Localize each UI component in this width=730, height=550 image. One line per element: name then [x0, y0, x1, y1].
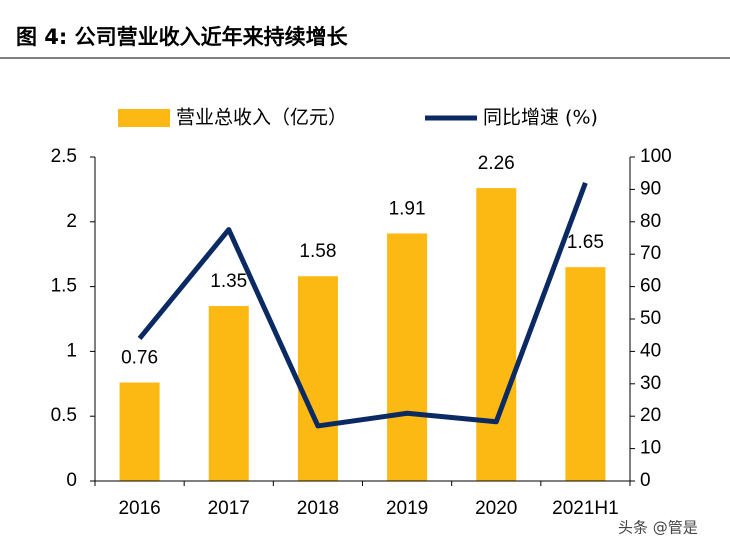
y2-tick-label: 50 [640, 308, 661, 329]
y-tick-label: 0.5 [51, 405, 77, 426]
bar [476, 188, 517, 481]
x-tick-label: 2016 [118, 498, 160, 519]
y2-tick-label: 60 [640, 276, 661, 297]
y-tick-label: 2 [66, 211, 77, 232]
chart-title: 图 4: 公司营业收入近年来持续增长 [16, 25, 349, 49]
y-tick-label: 0 [66, 470, 77, 491]
y2-tick-label: 0 [640, 470, 651, 491]
y2-tick-label: 100 [640, 146, 672, 167]
data-label: 1.65 [567, 232, 604, 253]
bar [565, 267, 606, 481]
legend-label: 营业总收入（亿元） [176, 107, 347, 129]
legend-label: 同比增速 (%) [483, 107, 598, 129]
y2-tick-label: 40 [640, 340, 661, 361]
y-tick-label: 1.5 [51, 276, 77, 297]
data-label: 2.26 [478, 153, 515, 174]
x-tick-label: 2018 [297, 498, 339, 519]
y2-tick-label: 70 [640, 243, 661, 264]
data-label: 0.76 [121, 348, 158, 369]
y2-tick-label: 10 [640, 438, 661, 459]
bar [297, 276, 338, 481]
x-tick-label: 2021H1 [552, 498, 619, 519]
bar [119, 382, 160, 481]
bar [208, 306, 249, 481]
data-label: 1.91 [389, 198, 426, 219]
y-tick-label: 1 [66, 340, 77, 361]
y2-tick-label: 90 [640, 178, 661, 199]
x-tick-label: 2017 [208, 498, 250, 519]
watermark: 头条 @管是 [618, 519, 698, 537]
legend-swatch [118, 109, 170, 127]
x-tick-label: 2020 [475, 498, 517, 519]
bar [387, 233, 428, 481]
y2-tick-label: 80 [640, 211, 661, 232]
y-tick-label: 2.5 [51, 146, 77, 167]
line [137, 182, 588, 429]
x-tick-label: 2019 [386, 498, 428, 519]
y2-tick-label: 30 [640, 373, 661, 394]
data-label: 1.58 [299, 241, 336, 262]
data-label: 1.35 [210, 271, 247, 292]
y2-tick-label: 20 [640, 405, 661, 426]
